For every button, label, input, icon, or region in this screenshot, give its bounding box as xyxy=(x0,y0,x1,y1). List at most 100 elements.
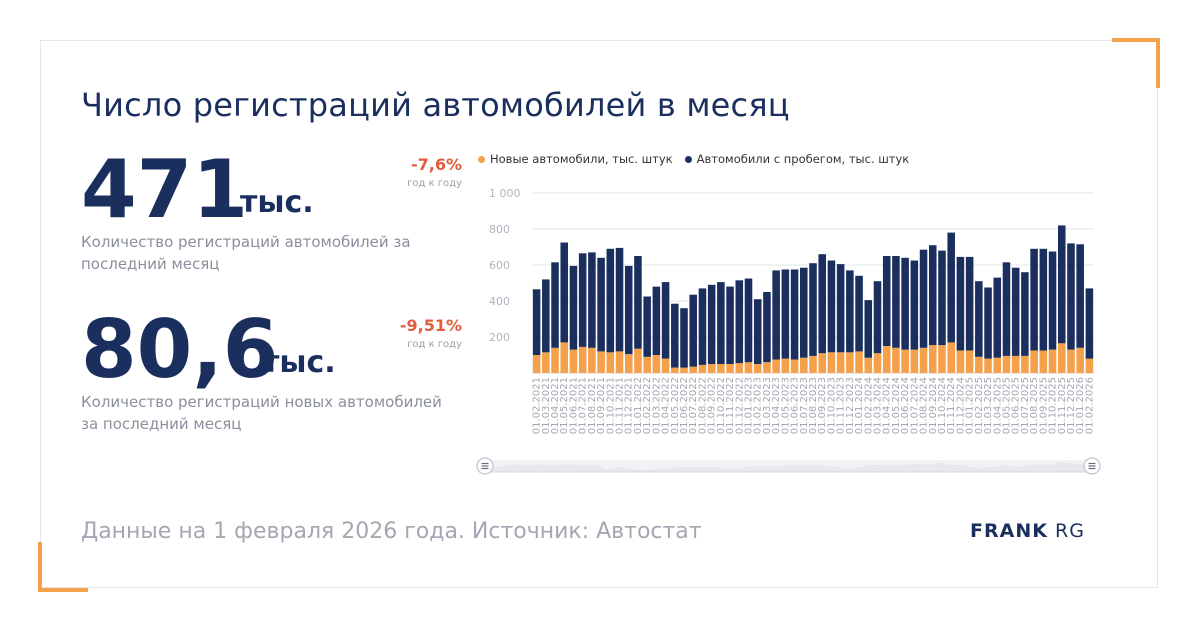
x-tick-label: 01.10.2022 xyxy=(716,377,727,434)
x-tick-label: 01.11.2021 xyxy=(615,377,626,434)
x-tick-label: 01.09.2024 xyxy=(928,377,939,434)
kpi-total-unit: тыс. xyxy=(240,185,314,220)
bar-new xyxy=(809,355,817,373)
legend-marker-new xyxy=(478,155,485,163)
bar-used xyxy=(984,287,992,359)
bar-new xyxy=(882,346,891,373)
bar-new xyxy=(671,367,679,373)
x-tick-label: 01.05.2023 xyxy=(780,377,791,434)
x-tick-label: 01.10.2024 xyxy=(937,377,948,434)
x-tick-label: 01.06.2021 xyxy=(568,377,579,434)
x-tick-label: 01.03.2025 xyxy=(983,377,994,434)
bar-new xyxy=(993,357,1002,373)
bar-used xyxy=(1067,243,1075,350)
x-tick-label: 01.06.2024 xyxy=(900,377,911,434)
bar-new xyxy=(864,357,873,373)
x-tick-label: 01.10.2023 xyxy=(826,377,837,434)
bar-used xyxy=(882,256,891,346)
bar-new xyxy=(772,359,780,373)
bar-new xyxy=(1076,347,1084,373)
legend-item-new[interactable]: Новые автомобили, тыс. штук xyxy=(478,152,673,166)
legend-label-new: Новые автомобили, тыс. штук xyxy=(490,152,673,166)
bar-used xyxy=(1002,262,1011,356)
bar-new xyxy=(753,364,762,373)
x-tick-label: 01.01.2025 xyxy=(965,377,976,434)
bar-new xyxy=(1021,355,1029,373)
y-tick-label: 200 xyxy=(489,331,510,344)
x-tick-label: 01.02.2025 xyxy=(974,377,985,434)
bar-new xyxy=(717,364,725,373)
x-tick-label: 01.03.2022 xyxy=(651,377,662,434)
bar-new xyxy=(1002,355,1011,373)
bar-new xyxy=(597,351,605,373)
bar-used xyxy=(643,296,651,357)
y-tick-label: 1 000 xyxy=(489,187,521,200)
bar-new xyxy=(643,356,651,373)
bar-used xyxy=(901,257,909,350)
scroll-handle-right[interactable] xyxy=(1083,457,1101,475)
bar-used xyxy=(624,265,633,355)
bar-new xyxy=(846,352,854,373)
x-tick-label: 01.11.2025 xyxy=(1057,377,1068,434)
bar-new xyxy=(707,364,716,373)
bar-used xyxy=(597,257,605,352)
x-tick-label: 01.01.2024 xyxy=(854,377,865,434)
bar-used xyxy=(919,249,928,348)
bar-used xyxy=(542,279,550,353)
bar-used xyxy=(726,286,734,364)
x-tick-label: 01.04.2021 xyxy=(550,377,561,434)
bar-used xyxy=(763,292,771,363)
bar-used xyxy=(947,232,955,343)
bar-used xyxy=(910,260,919,350)
x-tick-label: 01.12.2025 xyxy=(1066,377,1077,434)
x-tick-label: 01.11.2023 xyxy=(836,377,847,434)
bar-new xyxy=(855,351,863,373)
bar-new xyxy=(910,349,919,373)
x-tick-label: 01.07.2024 xyxy=(909,377,920,434)
bar-used xyxy=(873,281,882,354)
bar-used xyxy=(1011,267,1020,356)
bar-new xyxy=(634,348,642,373)
page-title: Число регистраций автомобилей в месяц xyxy=(81,86,790,124)
chart-legend: Новые автомобили, тыс. штук Автомобили с… xyxy=(478,152,909,166)
bar-new xyxy=(680,367,688,373)
bar-used xyxy=(855,275,863,352)
footer-source: Данные на 1 февраля 2026 года. Источник:… xyxy=(81,519,702,544)
bar-used xyxy=(661,282,670,359)
bar-used xyxy=(1021,272,1029,356)
x-tick-label: 01.04.2024 xyxy=(882,377,893,434)
x-tick-label: 01.07.2023 xyxy=(799,377,810,434)
kpi-total-change: -7,6% xyxy=(410,155,462,174)
chart-scrollbar xyxy=(476,457,1101,475)
bar-new xyxy=(542,352,550,373)
bar-new xyxy=(947,342,955,373)
bar-new xyxy=(560,342,569,373)
bar-used xyxy=(569,265,578,350)
bar-new xyxy=(661,358,670,373)
bar-new xyxy=(892,347,900,373)
x-tick-label: 01.01.2026 xyxy=(1075,377,1086,434)
bar-new xyxy=(781,358,790,373)
x-tick-label: 01.07.2021 xyxy=(578,377,589,434)
x-tick-label: 01.12.2023 xyxy=(845,377,856,434)
bar-used xyxy=(928,245,937,346)
legend-item-used[interactable]: Автомобили с пробегом, тыс. штук xyxy=(684,152,909,166)
kpi-new-change-label: год к году xyxy=(407,339,462,350)
bar-new xyxy=(698,364,707,373)
x-tick-label: 01.04.2025 xyxy=(992,377,1003,434)
bar-used xyxy=(846,270,854,353)
x-tick-label: 01.06.2025 xyxy=(1011,377,1022,434)
bar-new xyxy=(689,366,697,373)
bar-new xyxy=(551,347,559,373)
navigator-area xyxy=(485,462,1092,472)
x-tick-label: 01.07.2022 xyxy=(688,377,699,434)
scroll-handle-left[interactable] xyxy=(476,457,494,475)
bar-new xyxy=(818,353,826,373)
x-tick-label: 01.02.2023 xyxy=(753,377,764,434)
kpi-total-description: Количество регистраций автомобилей за по… xyxy=(81,233,411,273)
bar-used xyxy=(615,247,624,352)
bar-used xyxy=(578,253,587,347)
x-tick-label: 01.10.2025 xyxy=(1048,377,1059,434)
bar-used xyxy=(975,281,983,357)
